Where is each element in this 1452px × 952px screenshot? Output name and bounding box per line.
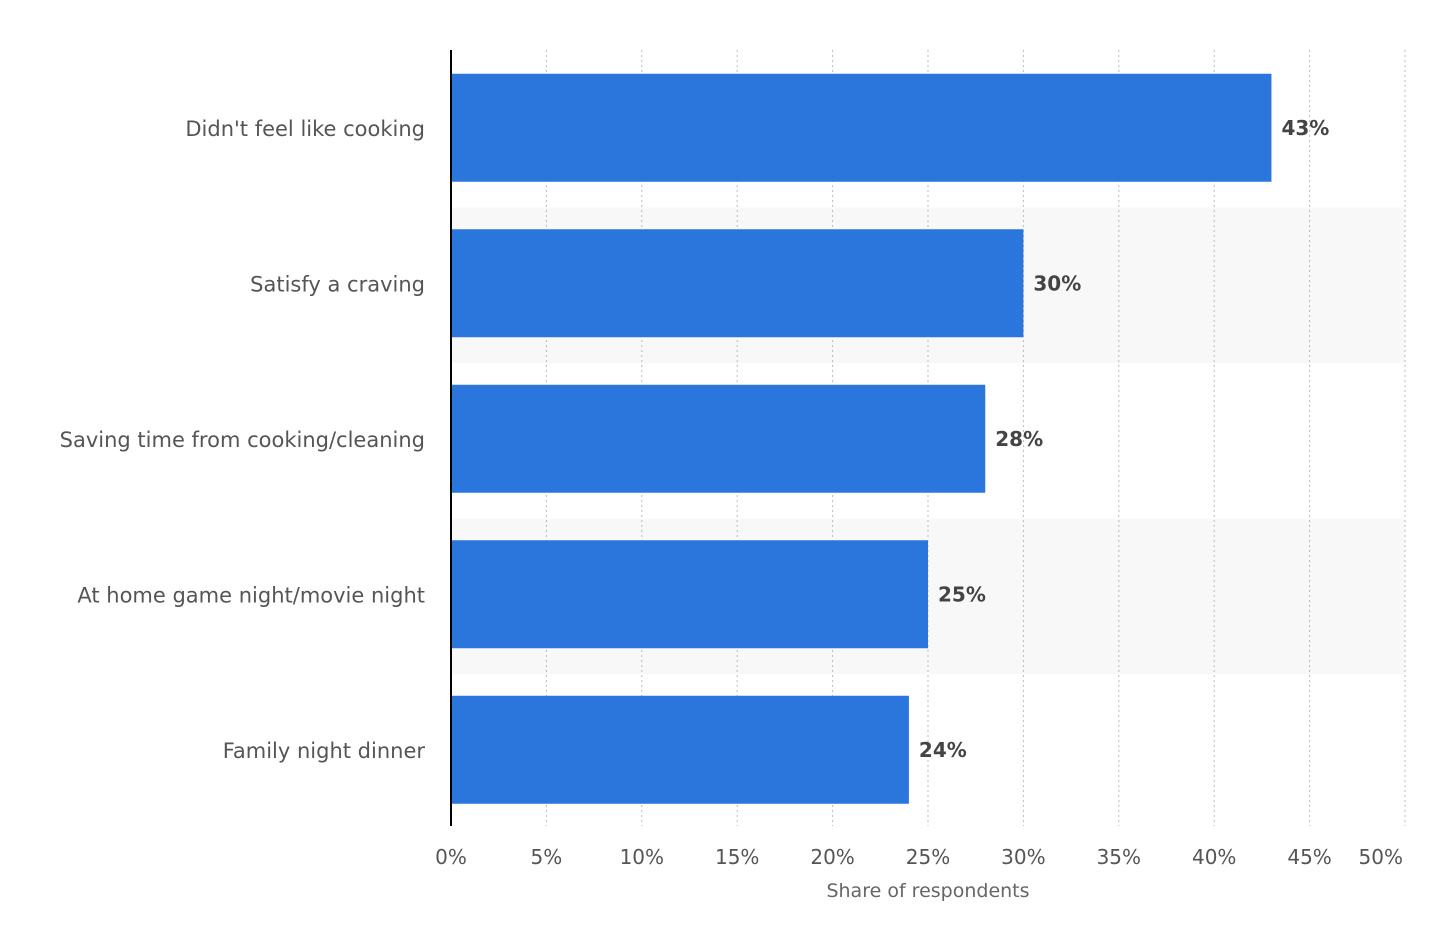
x-tick-label: 20% — [810, 845, 854, 869]
data-label: 24% — [919, 738, 967, 762]
x-tick-label: 15% — [715, 845, 759, 869]
bar[interactable] — [451, 384, 986, 493]
data-labels: 43% 30% 28% 25% 24% — [919, 116, 1329, 762]
category-label: Family night dinner — [223, 739, 426, 763]
x-axis-title: Share of respondents — [826, 880, 1029, 902]
bar[interactable] — [451, 73, 1272, 182]
x-tick-label: 0% — [435, 845, 467, 869]
category-label: Satisfy a craving — [250, 272, 425, 296]
category-labels: Didn't feel like cooking Satisfy a cravin… — [60, 117, 426, 763]
category-label: Didn't feel like cooking — [185, 117, 425, 141]
data-label: 25% — [938, 582, 986, 606]
bars — [451, 73, 1272, 804]
data-label: 30% — [1033, 271, 1081, 295]
bar[interactable] — [451, 229, 1024, 338]
category-label: Saving time from cooking/cleaning — [60, 428, 425, 452]
x-tick-label: 30% — [1001, 845, 1045, 869]
data-label: 43% — [1281, 116, 1329, 140]
x-tick-label: 45% — [1287, 845, 1331, 869]
bar[interactable] — [451, 540, 928, 649]
x-tick-label: 40% — [1192, 845, 1236, 869]
x-tick-labels: 0% 5% 10% 15% 20% 25% 30% 35% 40% 45% 50% — [435, 845, 1403, 869]
x-tick-label: 25% — [906, 845, 950, 869]
category-label: At home game night/movie night — [77, 583, 425, 607]
data-label: 28% — [995, 427, 1043, 451]
x-tick-label: 50% — [1359, 845, 1403, 869]
bar[interactable] — [451, 695, 909, 804]
x-tick-label: 5% — [531, 845, 563, 869]
x-tick-label: 10% — [620, 845, 664, 869]
x-tick-label: 35% — [1097, 845, 1141, 869]
